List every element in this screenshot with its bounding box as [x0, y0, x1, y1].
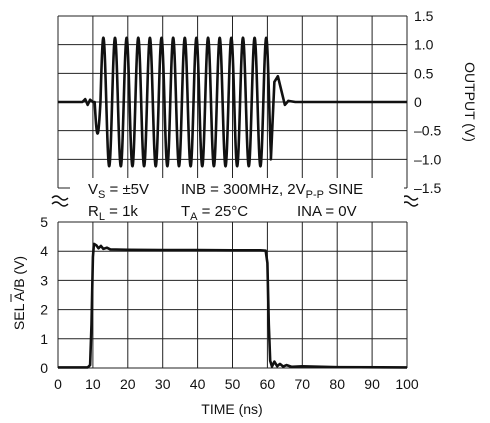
x-tick-label: 0: [54, 376, 62, 392]
x-tick-label: 60: [260, 376, 276, 392]
test-conditions: VS = ±5V INB = 300MHz, 2VP-P SINE RL = 1…: [70, 178, 404, 224]
bottom-y-tick-label: 1: [40, 331, 48, 347]
x-tick-label: 20: [120, 376, 136, 392]
top-y-tick-label: –1.5: [414, 180, 441, 196]
top-y-tick-label: 0: [414, 94, 422, 110]
bottom-y-tick-label: 4: [40, 243, 48, 259]
output-waveform: [58, 36, 407, 168]
bottom-grid: [57, 221, 408, 369]
bottom-y-tick-label: 2: [40, 302, 48, 318]
x-tick-label: 90: [364, 376, 380, 392]
output-y-axis-label: OUTPUT (V): [462, 62, 478, 142]
condition-ina: INA = 0V: [297, 203, 357, 220]
axis-break-marks: [51, 195, 419, 207]
select-y-axis-label: SEL A/B (V): [11, 256, 27, 330]
x-tick-label: 40: [190, 376, 206, 392]
condition-rl: RL = 1k: [88, 203, 138, 223]
select-trace: [58, 242, 408, 369]
x-tick-label: 30: [155, 376, 171, 392]
condition-inb: INB = 300MHz, 2VP-P SINE: [181, 181, 363, 201]
conditions-background: [70, 178, 404, 224]
bottom-y-tick-label: 5: [40, 214, 48, 230]
select-waveform: [58, 242, 408, 369]
top-y-tick-label: 1.0: [414, 37, 434, 53]
right-axis-break: [401, 195, 419, 207]
x-tick-label: 80: [329, 376, 345, 392]
bottom-y-tick-label: 3: [40, 272, 48, 288]
bottom-y-tick-labels: 0 1 2 3 4 5: [40, 214, 48, 376]
x-tick-labels: 0 10 20 30 40 50 60 70 80 90 100: [54, 376, 419, 392]
x-tick-label: 70: [295, 376, 311, 392]
top-y-tick-labels: 1.5 1.0 0.5 0 –0.5 –1.0 –1.5: [414, 8, 441, 196]
top-y-tick-label: –0.5: [414, 123, 441, 139]
condition-vs: VS = ±5V: [88, 181, 149, 201]
top-y-tick-label: 1.5: [414, 8, 434, 24]
top-y-tick-label: 0.5: [414, 65, 434, 81]
x-axis-label: TIME (ns): [201, 401, 262, 417]
x-tick-label: 100: [395, 376, 419, 392]
x-tick-label: 50: [225, 376, 241, 392]
top-y-tick-label: –1.0: [414, 151, 441, 167]
output-trace: [58, 36, 407, 168]
bottom-y-tick-label: 0: [40, 360, 48, 376]
left-axis-break: [51, 195, 69, 207]
x-tick-label: 10: [85, 376, 101, 392]
condition-ta: TA = 25°C: [181, 203, 248, 223]
top-panel-output: 1.5 1.0 0.5 0 –0.5 –1.0 –1.5 OUTPUT (V): [57, 8, 478, 196]
